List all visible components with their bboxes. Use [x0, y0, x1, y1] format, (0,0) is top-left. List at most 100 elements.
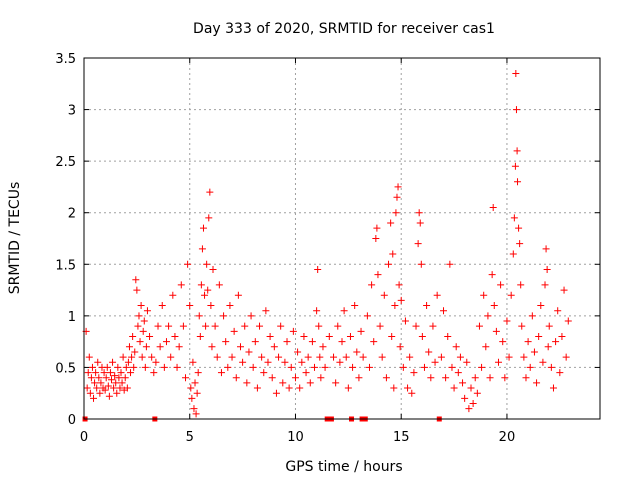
data-point	[302, 369, 310, 377]
data-point	[558, 332, 566, 340]
data-point	[103, 363, 111, 371]
data-point	[91, 379, 99, 387]
data-point	[85, 353, 93, 361]
data-point	[115, 374, 123, 382]
data-point	[173, 363, 181, 371]
data-point	[251, 338, 259, 346]
data-point	[86, 389, 94, 397]
data-point	[272, 389, 280, 397]
data-point	[541, 281, 549, 289]
y-tick-label: 3	[68, 104, 76, 119]
data-point	[374, 271, 382, 279]
data-point	[268, 374, 276, 382]
data-point	[385, 260, 393, 268]
data-point	[418, 332, 426, 340]
data-point	[111, 372, 119, 380]
data-point	[150, 369, 158, 377]
data-point	[258, 353, 266, 361]
data-point	[249, 363, 257, 371]
data-point	[543, 265, 551, 273]
data-point	[344, 384, 352, 392]
data-point	[205, 214, 213, 222]
data-point	[138, 353, 146, 361]
data-point	[467, 384, 475, 392]
data-point	[84, 369, 92, 377]
data-point	[112, 379, 120, 387]
data-point	[241, 322, 249, 330]
data-point	[537, 302, 545, 310]
data-point	[165, 322, 173, 330]
data-point	[425, 348, 433, 356]
data-point	[437, 353, 445, 361]
data-point	[484, 312, 492, 320]
data-point	[230, 327, 238, 335]
data-point	[137, 302, 145, 310]
data-point	[128, 353, 136, 361]
data-point	[199, 224, 207, 232]
data-point	[203, 260, 211, 268]
data-point	[372, 235, 380, 242]
x-tick-label: 0	[80, 430, 88, 445]
data-point	[264, 358, 272, 366]
data-point	[93, 384, 101, 392]
data-point	[171, 332, 179, 340]
data-point	[140, 317, 148, 325]
data-point	[492, 327, 500, 335]
data-point	[217, 369, 225, 377]
data-point	[518, 322, 526, 330]
data-point	[201, 291, 209, 299]
data-point	[141, 363, 149, 371]
data-point	[408, 389, 416, 397]
data-point	[535, 332, 543, 340]
data-point	[427, 374, 435, 382]
data-point	[239, 358, 247, 366]
data-point	[122, 363, 130, 371]
data-point	[90, 394, 98, 402]
data-point	[489, 204, 497, 212]
data-point	[184, 260, 192, 268]
data-point	[253, 384, 261, 392]
data-point	[97, 379, 105, 387]
data-point	[94, 358, 102, 366]
data-point	[135, 312, 143, 320]
data-point	[503, 317, 511, 325]
data-point	[410, 369, 418, 377]
data-point	[542, 245, 550, 253]
data-point	[260, 369, 268, 377]
data-point	[188, 394, 196, 402]
data-point	[289, 327, 297, 335]
data-point	[96, 389, 104, 397]
data-point	[139, 327, 147, 335]
data-point	[247, 312, 255, 320]
data-point	[373, 224, 381, 232]
data-point	[516, 240, 524, 248]
data-point	[514, 178, 522, 186]
data-point	[134, 322, 142, 330]
data-point	[243, 379, 251, 387]
data-point	[127, 369, 135, 377]
data-point	[480, 291, 488, 299]
data-point	[113, 389, 121, 397]
data-point	[330, 353, 338, 361]
data-point	[179, 322, 187, 330]
data-point	[512, 69, 520, 77]
data-point	[300, 332, 308, 340]
data-point	[353, 348, 361, 356]
data-point	[444, 332, 452, 340]
data-point	[319, 343, 327, 351]
data-point	[545, 322, 553, 330]
data-point	[533, 379, 541, 387]
data-point	[194, 369, 202, 377]
data-point	[431, 358, 439, 366]
data-point	[423, 302, 431, 310]
data-point	[220, 312, 228, 320]
data-point	[346, 332, 354, 340]
data-point	[206, 188, 214, 196]
grid-lines	[84, 58, 600, 419]
data-point	[316, 353, 324, 361]
data-point	[388, 332, 396, 340]
data-point	[106, 369, 114, 377]
data-point	[189, 358, 197, 366]
data-point	[499, 338, 507, 346]
data-point	[213, 353, 221, 361]
